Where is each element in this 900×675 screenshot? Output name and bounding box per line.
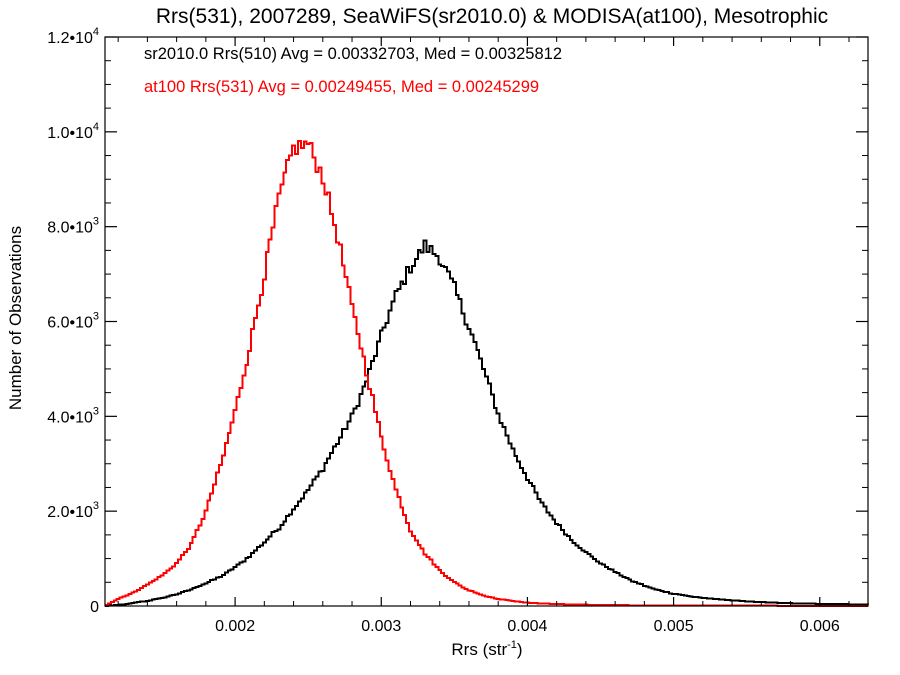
plot-frame (104, 36, 869, 607)
histogram-series-at100 (105, 140, 868, 607)
label-layer: 0.002 0.003 0.004 0.005 0.006 0 2.0•103 4.0•103… (47, 26, 840, 635)
y-tick-label: 0 (90, 599, 99, 616)
x-tick-label: 0.005 (654, 618, 694, 635)
chart-title: Rrs(531), 2007289, SeaWiFS(sr2010.0) & M… (156, 5, 828, 28)
x-tick-label: 0.004 (507, 618, 547, 635)
x-tick-label: 0.002 (215, 618, 255, 635)
y-tick-label: 4.0•103 (47, 405, 99, 426)
y-tick-label: 8.0•103 (47, 216, 99, 237)
x-tick-label: 0.003 (361, 618, 401, 635)
x-tick-label: 0.006 (800, 618, 840, 635)
y-tick-label: 1.2•104 (47, 26, 99, 47)
y-tick-label: 1.0•104 (47, 121, 99, 142)
histogram-series-sr2010 (105, 239, 869, 607)
legend-entry-at100: at100 Rrs(531) Avg = 0.00249455, Med = 0… (144, 78, 539, 96)
axis-layer (104, 36, 869, 607)
x-axis-title-suffix: ) (517, 640, 523, 659)
y-axis-title: Number of Observations (6, 226, 25, 410)
legend-entry-sr2010: sr2010.0 Rrs(510) Avg = 0.00332703, Med … (144, 45, 562, 63)
plot-layer (105, 140, 869, 607)
x-axis-title-base: Rrs (str (451, 640, 507, 659)
x-axis-title-superscript: -1 (507, 639, 517, 651)
x-axis-title: Rrs (str-1) (451, 639, 522, 659)
y-tick-label: 6.0•103 (47, 311, 99, 332)
y-tick-label: 2.0•103 (47, 500, 99, 521)
